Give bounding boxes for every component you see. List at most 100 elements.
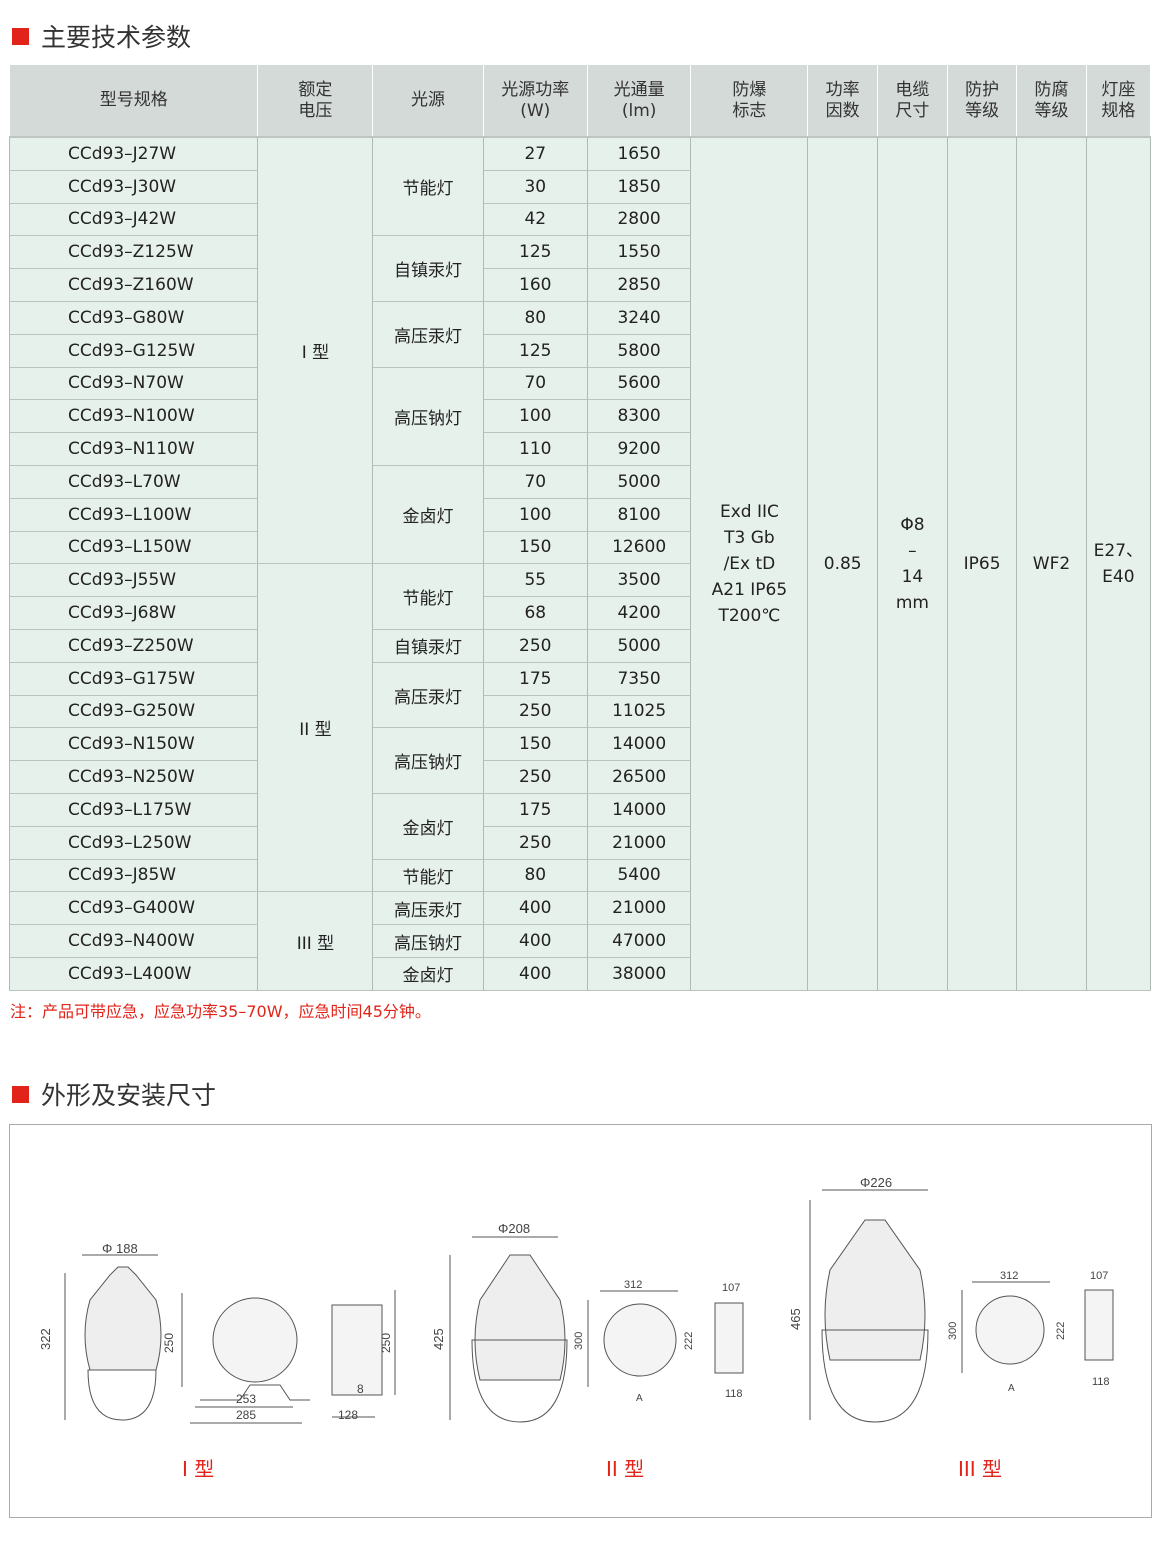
table-row: CCd93–J27W I 型节能灯 27 1650 Exd IIC T3 Gb /Ex … (8, 136, 1152, 991)
dim-label: 322 (38, 1328, 53, 1350)
table-row: CCd93–G175W 高压汞灯 175 7350 (8, 661, 1151, 729)
flux-cell: 8300 (586, 399, 692, 434)
lamp-body (84, 1266, 162, 1371)
power-cell: 150 (482, 530, 588, 565)
power-cell: 250 (482, 628, 588, 663)
model-cell: CCd93–Z160W (8, 268, 259, 302)
power-cell: 80 (482, 858, 588, 893)
dim-label: 312 (1000, 1270, 1018, 1282)
power-cell: 80 (482, 300, 588, 335)
flux-cell: 5000 (586, 628, 692, 663)
model-cell: CCd93–G400W (8, 891, 259, 926)
model-cell: CCd93–G80W (8, 300, 259, 335)
power-cell: 70 (482, 366, 588, 401)
light-source-cell: 高压汞灯 (372, 300, 484, 368)
light-source-cell: 高压汞灯 (372, 661, 484, 729)
socket-cell: E27、 E40 (1085, 136, 1152, 991)
power-cell: 400 (482, 956, 588, 991)
light-source-cell: 金卤灯 (372, 956, 484, 991)
flux-cell: 26500 (586, 760, 692, 794)
type-label-1: I 型 (182, 1457, 215, 1481)
flux-cell: 5400 (586, 858, 692, 893)
flux-cell: 4200 (586, 596, 692, 630)
model-cell: CCd93–N70W (8, 366, 259, 401)
section-title-dimensions: 外形及安装尺寸 (12, 1076, 216, 1112)
table-row: CCd93–L70W 金卤灯 70 5000 (8, 464, 1151, 565)
dim-label: 253 (236, 1392, 256, 1406)
table-row: CCd93–N400W 高压钠灯 400 47000 (8, 924, 1151, 958)
flux-cell: 11025 (586, 694, 692, 729)
light-source-cell: 节能灯 (372, 563, 484, 630)
flux-cell: 5000 (586, 464, 692, 499)
model-cell: CCd93–G250W (8, 694, 259, 729)
ex-mark-cell: Exd IIC T3 Gb /Ex tD A21 IP65 T200℃ (690, 136, 809, 991)
power-cell: 100 (482, 399, 588, 434)
junction-box-side (714, 1302, 744, 1374)
section-title-text: 主要技术参数 (41, 23, 192, 52)
power-cell: 55 (482, 563, 588, 598)
table-row: CCd93–J42W 42 2800 (8, 202, 1151, 237)
dim-label: Φ 188 (102, 1241, 138, 1256)
model-cell: CCd93–N110W (8, 432, 259, 466)
table-row: CCd93–N250W 250 26500 (8, 760, 1151, 794)
dim-label: 107 (1090, 1270, 1108, 1282)
column-header: 光源 (372, 64, 484, 138)
dim-label: 107 (722, 1282, 740, 1294)
flux-cell: 5600 (586, 366, 692, 401)
model-cell: CCd93–L400W (8, 956, 259, 991)
table-row: CCd93–L400W 金卤灯 400 38000 (8, 956, 1151, 991)
flux-cell: 14000 (586, 792, 692, 827)
flux-cell: 47000 (586, 924, 692, 958)
power-cell: 160 (482, 268, 588, 302)
column-header: 型号规格 (8, 64, 259, 138)
model-cell: CCd93–J68W (8, 596, 259, 630)
drawings-svg: Φ 188 322 250 253 285 250 8 128 Φ208 425… (38, 1175, 1114, 1424)
model-cell: CCd93–N400W (8, 924, 259, 958)
model-cell: CCd93–L100W (8, 497, 259, 532)
dim-label: 300 (573, 1332, 585, 1350)
dim-label: 300 (947, 1322, 959, 1340)
power-cell: 175 (482, 661, 588, 696)
junction-box-front (212, 1297, 298, 1383)
model-cell: CCd93–L150W (8, 530, 259, 565)
flux-cell: 21000 (586, 891, 692, 926)
anticorrosion-cell: WF2 (1016, 136, 1087, 991)
power-factor-cell: 0.85 (807, 136, 878, 991)
ip-cell: IP65 (946, 136, 1018, 991)
model-cell: CCd93–N250W (8, 760, 259, 794)
model-cell: CCd93–N150W (8, 727, 259, 762)
column-header: 光源功率 (W) (482, 64, 588, 138)
dim-label: 285 (236, 1408, 256, 1422)
power-cell: 110 (482, 432, 588, 466)
dim-label: 222 (1055, 1322, 1067, 1340)
table-row: CCd93–G80W 高压汞灯 80 3240 (8, 300, 1151, 368)
note: 注：产品可带应急，应急功率35–70W，应急时间45分钟。 (10, 1002, 431, 1021)
light-source-cell: 节能灯 (372, 136, 484, 237)
power-cell: 30 (482, 169, 588, 204)
table-row: CCd93–N70W 高压钠灯 70 5600 (8, 366, 1151, 466)
light-source-cell: 节能灯 (372, 858, 484, 893)
light-source-cell: 高压钠灯 (372, 924, 484, 958)
light-source-cell: 高压汞灯 (372, 891, 484, 926)
flux-cell: 8100 (586, 497, 692, 532)
spec-table: 型号规格 额定 电压 光源 光源功率 (W) 光通量 (lm) 防爆 标志 功率 因数 电缆 … (8, 64, 1152, 991)
flux-cell: 21000 (586, 825, 692, 860)
model-cell: CCd93–J42W (8, 202, 259, 237)
dim-label: 425 (431, 1328, 446, 1350)
flux-cell: 1550 (586, 235, 692, 270)
dim-label: 118 (1092, 1376, 1110, 1388)
column-header: 防爆 标志 (690, 64, 809, 138)
dim-label: 118 (725, 1388, 743, 1400)
power-cell: 100 (482, 497, 588, 532)
column-header: 防护 等级 (946, 64, 1018, 138)
junction-box-side (1084, 1289, 1114, 1361)
column-header: 功率 因数 (807, 64, 878, 138)
drawing-type-1: Φ 188 322 250 253 285 250 8 128 (38, 1241, 396, 1424)
dim-label: 312 (624, 1279, 642, 1291)
light-source-cell: 自镇汞灯 (372, 235, 484, 302)
table-row: CCd93–J68W 68 4200 (8, 596, 1151, 630)
power-cell: 125 (482, 235, 588, 270)
voltage-cell: III 型 (257, 891, 374, 991)
table-row: CCd93–Z250W 自镇汞灯 250 5000 (8, 628, 1151, 663)
model-cell: CCd93–L175W (8, 792, 259, 827)
